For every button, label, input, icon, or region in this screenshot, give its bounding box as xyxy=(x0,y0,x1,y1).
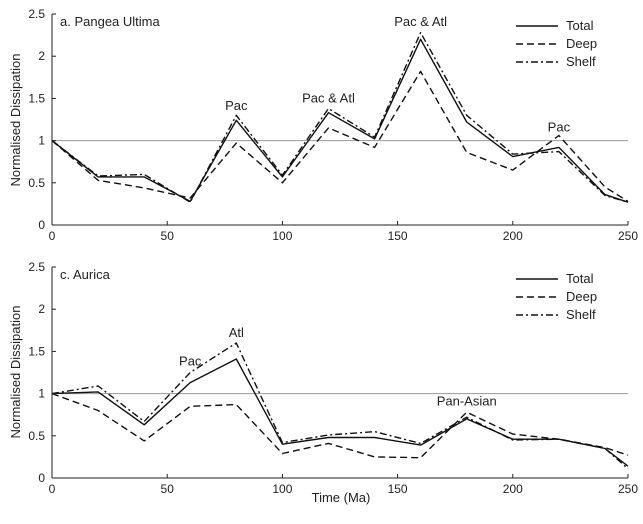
panel-title: c. Aurica xyxy=(60,267,111,282)
y-axis-label: Normalised Dissipation xyxy=(8,54,23,187)
y-tick-label: 0.5 xyxy=(28,176,45,190)
x-tick-label: 150 xyxy=(388,229,408,243)
y-tick-label: 0 xyxy=(38,471,45,485)
y-tick-label: 1.5 xyxy=(28,344,45,358)
legend-label: Deep xyxy=(566,36,597,51)
x-tick-label: 50 xyxy=(161,229,175,243)
x-axis-label: Time (Ma) xyxy=(312,490,371,505)
x-tick-label: 250 xyxy=(618,482,638,496)
annotation-label: Pac & Atl xyxy=(394,14,447,29)
panel-title: a. Pangea Ultima xyxy=(60,14,160,29)
series-line-shelf xyxy=(51,31,629,203)
x-tick-label: 50 xyxy=(161,482,175,496)
legend-label: Total xyxy=(566,18,594,33)
panel-pangea-ultima: 0 50 100 150 200 250 0 0.5 1 1.5 2 2.5 Normalised Di… xyxy=(8,7,638,243)
legend: Total Deep Shelf xyxy=(516,271,597,322)
series-line-total xyxy=(51,358,629,467)
legend-label: Shelf xyxy=(566,54,596,69)
annotation-label: Atl xyxy=(229,325,244,340)
series-line-deep xyxy=(51,392,629,459)
annotation-label: Pac xyxy=(179,354,202,369)
x-tick-label: 100 xyxy=(272,482,292,496)
y-tick-label: 1.5 xyxy=(28,91,45,105)
annotation-label: Pac xyxy=(548,119,571,134)
annotation-label: Pac & Atl xyxy=(302,91,355,106)
y-tick-label: 2 xyxy=(38,302,45,316)
x-tick-label: 200 xyxy=(503,482,523,496)
y-tick-label: 2.5 xyxy=(28,260,45,274)
panel-aurica: 0 50 100 150 200 250 0 0.5 1 1.5 2 2.5 Normalised Di… xyxy=(8,260,638,496)
x-tick-label: 150 xyxy=(388,482,408,496)
x-tick-label: 0 xyxy=(49,229,56,243)
y-tick-label: 2.5 xyxy=(28,7,45,21)
x-tick-label: 250 xyxy=(618,229,638,243)
legend: Total Deep Shelf xyxy=(516,18,597,69)
x-tick-label: 0 xyxy=(49,482,56,496)
series-line-shelf xyxy=(51,342,629,470)
series-line-deep xyxy=(51,70,629,202)
legend-label: Shelf xyxy=(566,307,596,322)
y-axis-label: Normalised Dissipation xyxy=(8,306,23,439)
series-line-total xyxy=(51,38,629,203)
y-tick-label: 2 xyxy=(38,49,45,63)
x-tick-label: 200 xyxy=(503,229,523,243)
y-tick-label: 0 xyxy=(38,218,45,232)
y-tick-label: 1 xyxy=(38,134,45,148)
annotation-label: Pan-Asian xyxy=(437,393,497,408)
legend-label: Deep xyxy=(566,289,597,304)
x-tick-label: 100 xyxy=(272,229,292,243)
annotation-label: Pac xyxy=(225,98,248,113)
y-tick-label: 0.5 xyxy=(28,429,45,443)
legend-label: Total xyxy=(566,271,594,286)
y-tick-label: 1 xyxy=(38,387,45,401)
